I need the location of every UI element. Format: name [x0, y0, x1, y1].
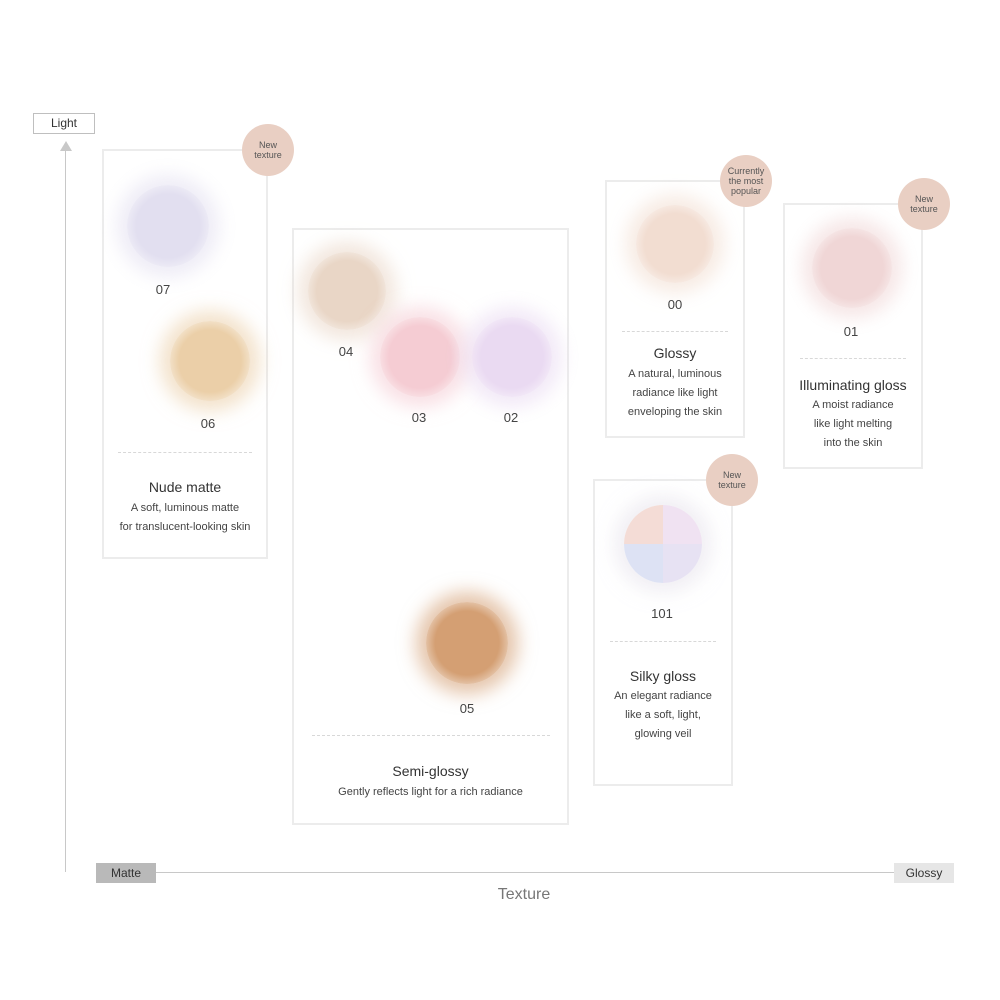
desc-line: glowing veil [634, 728, 692, 740]
group-name-semi-glossy: Semi-glossy [392, 763, 469, 779]
group-name-glossy: Glossy [653, 345, 697, 361]
shade-code-101: 101 [651, 606, 673, 621]
badge-label: New texture [254, 140, 282, 160]
shade-swatch-101 [624, 505, 702, 583]
group-name-illuminating-gloss: Illuminating gloss [799, 377, 907, 393]
badge-label: Currently the most popular [727, 166, 765, 196]
shade-swatch-04 [308, 252, 386, 330]
shade-swatch-06 [170, 321, 250, 401]
desc-line: Gently reflects light for a rich radianc… [338, 786, 523, 798]
shade-code-06: 06 [200, 416, 216, 431]
group-desc-glossy: A natural, luminous radiance like light … [607, 365, 743, 422]
badge-new-texture: New texture [706, 454, 758, 506]
shade-code-01: 01 [843, 324, 859, 339]
badge-label: New texture [718, 470, 746, 490]
desc-line: An elegant radiance [614, 690, 712, 702]
shade-code-04: 04 [338, 344, 354, 359]
desc-line: for translucent-looking skin [119, 521, 251, 533]
shade-swatch-02 [472, 317, 552, 397]
shade-swatch-00 [636, 205, 714, 283]
group-divider [622, 331, 728, 332]
shade-code-00: 00 [667, 297, 683, 312]
group-divider [312, 735, 550, 736]
group-name-nude-matte: Nude matte [148, 479, 222, 495]
desc-line: A moist radiance [812, 399, 894, 411]
shade-swatch-05 [426, 602, 508, 684]
group-desc-nude-matte: A soft, luminous matte for translucent-l… [104, 499, 266, 537]
group-nude-matte [102, 149, 268, 559]
shade-swatch-01 [812, 228, 892, 308]
group-divider [610, 641, 716, 642]
group-illuminating-gloss [783, 203, 923, 469]
badge-most-popular: Currently the most popular [720, 155, 772, 207]
shade-swatch-03 [380, 317, 460, 397]
y-axis-arrow-icon [60, 141, 72, 151]
badge-label: New texture [910, 194, 938, 214]
group-divider [118, 452, 252, 453]
desc-line: A soft, luminous matte [130, 502, 240, 514]
desc-line: enveloping the skin [627, 406, 723, 418]
desc-line: into the skin [823, 437, 883, 449]
desc-line: like light melting [813, 418, 893, 430]
group-desc-illuminating-gloss: A moist radiance like light melting into… [785, 396, 921, 453]
group-desc-silky-gloss: An elegant radiance like a soft, light, … [595, 687, 731, 744]
desc-line: radiance like light [632, 387, 718, 399]
shade-code-05: 05 [459, 701, 475, 716]
x-axis-line [156, 872, 894, 873]
group-semi-glossy [292, 228, 569, 825]
shade-code-03: 03 [411, 410, 427, 425]
x-axis-title: Texture [497, 886, 551, 903]
badge-new-texture: New texture [242, 124, 294, 176]
shade-code-07: 07 [155, 282, 171, 297]
group-desc-semi-glossy: Gently reflects light for a rich radianc… [294, 783, 567, 802]
group-glossy [605, 180, 745, 438]
y-axis-label: Light [33, 113, 95, 134]
group-name-silky-gloss: Silky gloss [629, 668, 697, 684]
desc-line: A natural, luminous [628, 368, 722, 380]
shade-code-02: 02 [503, 410, 519, 425]
x-axis-min-label: Matte [96, 863, 156, 883]
shade-swatch-07 [127, 185, 209, 267]
desc-line: like a soft, light, [625, 709, 701, 721]
group-silky-gloss [593, 479, 733, 786]
y-axis-line [65, 148, 66, 872]
badge-new-texture: New texture [898, 178, 950, 230]
group-divider [800, 358, 906, 359]
x-axis-max-label: Glossy [894, 863, 954, 883]
